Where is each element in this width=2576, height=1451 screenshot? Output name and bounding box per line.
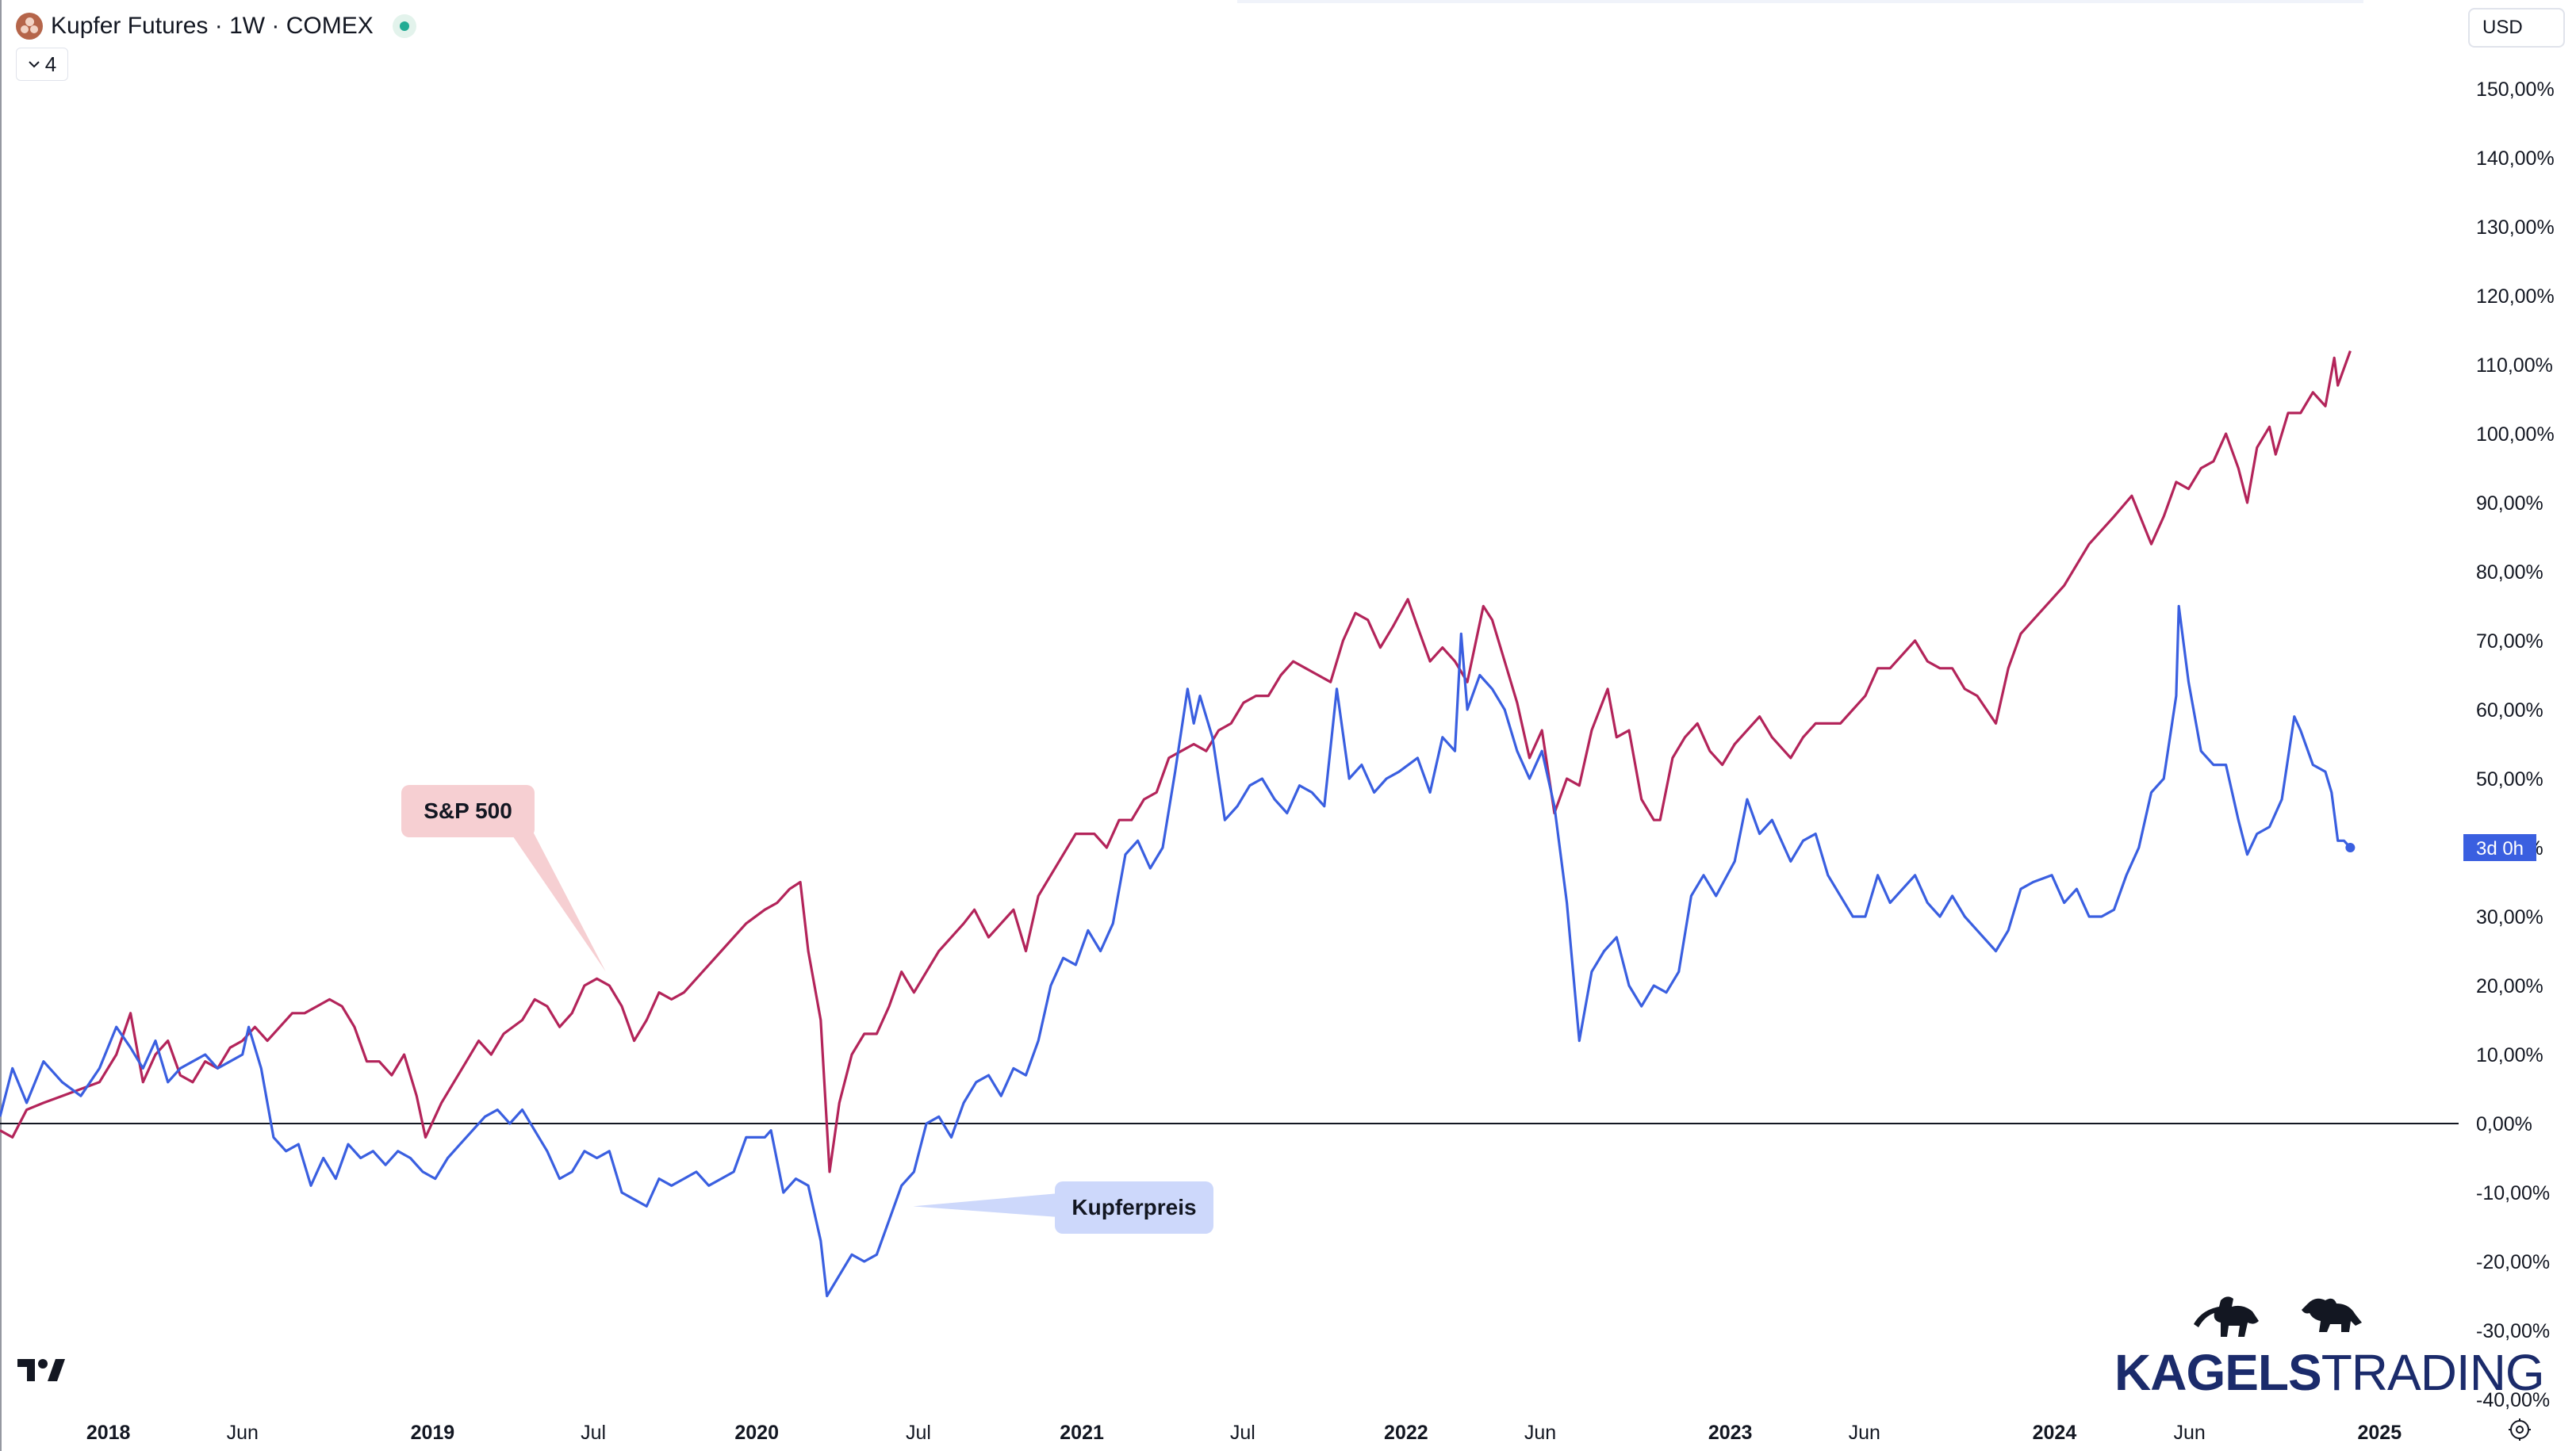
y-tick-label: 130,00%: [2476, 216, 2555, 239]
x-tick-label: Jun: [227, 1422, 259, 1444]
chart-header: Kupfer Futures · 1W · COMEX: [16, 8, 416, 44]
y-tick-label: 60,00%: [2476, 699, 2543, 722]
x-tick-label: Jun: [1849, 1422, 1880, 1444]
copper-callout-label: Kupferpreis: [1071, 1195, 1196, 1219]
market-status-dot-icon[interactable]: [392, 14, 416, 38]
x-tick-label: 2022: [1384, 1422, 1428, 1444]
x-tick-label: Jul: [581, 1422, 606, 1444]
copper-series-line: [0, 604, 2352, 1298]
x-tick-label: 2023: [1708, 1422, 1753, 1444]
y-tick-label: 150,00%: [2476, 78, 2555, 101]
x-tick-label: 2021: [1060, 1422, 1104, 1444]
y-tick-label: 20,00%: [2476, 975, 2543, 997]
collapse-count: 4: [44, 52, 57, 76]
y-tick-label: -20,00%: [2476, 1251, 2550, 1273]
x-tick-label: 2019: [411, 1422, 455, 1444]
sp500-series-line: [0, 350, 2352, 1173]
y-tick-label: 50,00%: [2476, 768, 2543, 791]
chart-top-strip: [1237, 0, 2363, 3]
x-tick-label: Jun: [1524, 1422, 1556, 1444]
sp500-callout-pointer: [508, 829, 606, 972]
x-tick-label: 2020: [734, 1422, 779, 1444]
copper-callout-box: [1055, 1181, 1213, 1234]
y-tick-label: 100,00%: [2476, 423, 2555, 446]
x-tick-label: Jul: [906, 1422, 931, 1444]
y-tick-label: -10,00%: [2476, 1182, 2550, 1204]
chart-left-border: [0, 0, 2, 1451]
y-tick-label: 0,00%: [2476, 1113, 2532, 1135]
x-tick-label: 2018: [86, 1422, 131, 1444]
y-tick-label: 70,00%: [2476, 630, 2543, 653]
y-tick-label: -30,00%: [2476, 1320, 2550, 1342]
copper-callout-pointer: [913, 1193, 1059, 1217]
y-tick-label: 120,00%: [2476, 285, 2555, 308]
x-tick-label: Jul: [1230, 1422, 1255, 1444]
currency-selector[interactable]: USD: [2468, 8, 2565, 48]
bull-bear-logo: [2194, 1296, 2362, 1337]
chevron-down-icon: [29, 61, 40, 68]
y-tick-label: -40,00%: [2476, 1389, 2550, 1411]
gear-icon[interactable]: [2506, 1416, 2533, 1443]
y-tick-label: 30,00%: [2476, 906, 2543, 928]
y-tick-label: 80,00%: [2476, 561, 2543, 584]
y-tick-label: 140,00%: [2476, 147, 2555, 170]
brand-wordmark: KAGELSTRADING: [2114, 1343, 2545, 1402]
symbol-title[interactable]: Kupfer Futures · 1W · COMEX: [51, 13, 374, 39]
copper-symbol-icon[interactable]: [16, 13, 43, 40]
sp500-callout-label: S&P 500: [424, 798, 512, 823]
x-tick-label: Jun: [2174, 1422, 2206, 1444]
brand-name-light: TRADING: [2321, 1344, 2545, 1401]
countdown-marker-label: 3d 0h: [2476, 838, 2524, 859]
countdown-marker-bg: [2463, 834, 2536, 861]
indicators-collapse-button[interactable]: 4: [16, 48, 68, 81]
sp500-callout-box: [401, 785, 535, 837]
y-tick-label: 110,00%: [2476, 354, 2553, 377]
brand-name-bold: KAGELS: [2114, 1344, 2322, 1401]
y-tick-label: 90,00%: [2476, 492, 2543, 515]
copper-last-point: [2345, 843, 2356, 852]
x-tick-label: 2025: [2358, 1422, 2402, 1444]
tradingview-logo-icon[interactable]: [17, 1357, 68, 1384]
currency-label: USD: [2482, 17, 2523, 38]
y-tick-label: 10,00%: [2476, 1044, 2543, 1066]
x-tick-label: 2024: [2033, 1422, 2077, 1444]
